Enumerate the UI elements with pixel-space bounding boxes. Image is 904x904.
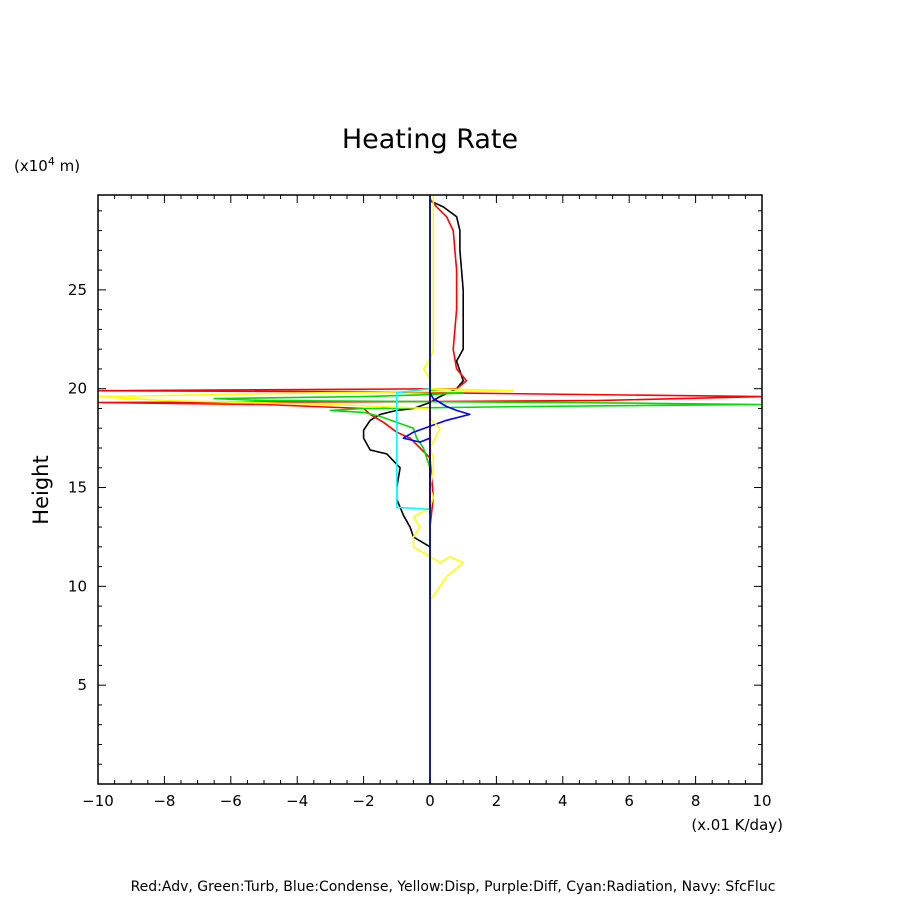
y-tick-label: 15	[68, 479, 87, 497]
x-tick-label: −6	[220, 792, 242, 810]
series-line-3	[402, 195, 471, 784]
x-tick-label: 2	[492, 792, 502, 810]
y-axis-label: Height	[29, 455, 53, 524]
series-line-4	[98, 195, 514, 784]
x-tick-label: −2	[353, 792, 375, 810]
x-unit-label: (x.01 K/day)	[691, 816, 783, 834]
y-tick-label: 5	[77, 676, 87, 694]
series-line-2	[213, 389, 762, 784]
x-tick-label: 8	[691, 792, 701, 810]
x-tick-label: 10	[752, 792, 771, 810]
series-line-6	[395, 195, 431, 784]
x-tick-label: −8	[153, 792, 175, 810]
plot-frame	[97, 194, 763, 785]
x-tick-label: −4	[286, 792, 308, 810]
y-tick-label: 25	[68, 281, 87, 299]
y-unit-suffix: m)	[55, 157, 80, 175]
legend-caption: Red:Adv, Green:Turb, Blue:Condense, Yell…	[131, 879, 776, 895]
x-tick-label: 6	[624, 792, 634, 810]
y-unit-label: (x104 m)	[14, 155, 80, 175]
tick-labels: −10 −8 −6 −4 −2 0 2 4 6 8 10 5 10 15 20 25	[68, 281, 772, 810]
x-tick-label: −10	[82, 792, 114, 810]
series-group	[98, 195, 762, 784]
y-tick-label: 20	[68, 380, 87, 398]
y-tick-label: 10	[68, 577, 87, 595]
y-unit-exponent: 4	[48, 155, 55, 168]
x-tick-label: 4	[558, 792, 568, 810]
series-line-1	[98, 198, 762, 784]
x-tick-label: 0	[425, 792, 435, 810]
chart-title: Heating Rate	[342, 124, 518, 155]
series-line-0	[362, 200, 465, 784]
